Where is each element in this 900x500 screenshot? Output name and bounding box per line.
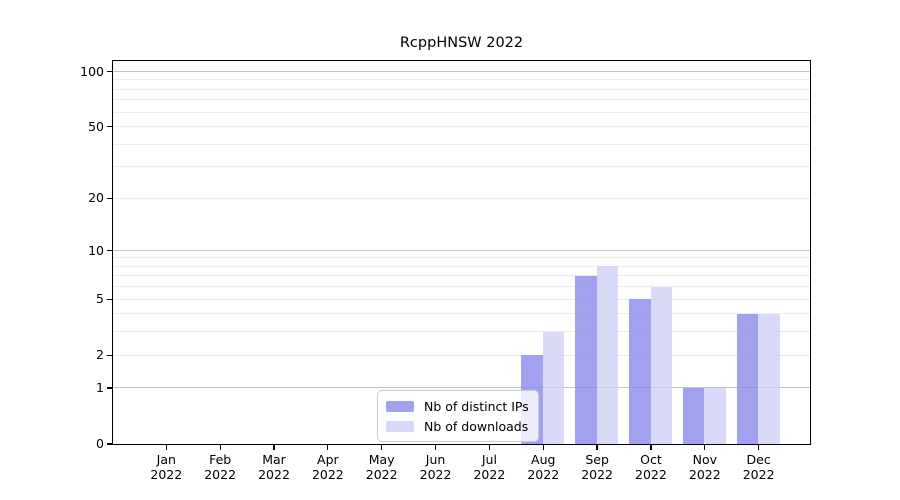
- x-tick-label: May 2022: [365, 452, 398, 482]
- legend-swatch-downloads: [386, 420, 414, 432]
- gridline-minor: [112, 197, 810, 199]
- x-tick-mark: [273, 445, 275, 451]
- y-tick-label: 50: [88, 118, 104, 134]
- y-tick-label: 2: [96, 347, 104, 363]
- x-tick-label: Sep 2022: [581, 452, 613, 482]
- x-tick-mark: [219, 445, 221, 451]
- x-tick-label: Nov 2022: [688, 452, 721, 482]
- x-tick-mark: [327, 445, 329, 451]
- gridline-minor: [112, 143, 810, 145]
- bar-downloads: [704, 387, 726, 444]
- y-tick-mark: [106, 71, 112, 73]
- y-tick-mark: [106, 126, 112, 128]
- x-tick-label: Apr 2022: [311, 452, 344, 482]
- gridline-minor: [112, 166, 810, 168]
- x-tick-label: Jan 2022: [150, 452, 183, 482]
- x-tick-label: Dec 2022: [742, 452, 775, 482]
- gridline-major: [112, 249, 810, 251]
- y-tick-label: 10: [88, 242, 104, 258]
- bar-downloads: [542, 331, 565, 444]
- x-tick-mark: [381, 445, 383, 451]
- y-tick-mark: [106, 298, 112, 301]
- y-tick-label: 100: [80, 63, 104, 79]
- y-tick-mark: [106, 354, 112, 357]
- gridline-minor: [112, 111, 810, 113]
- y-tick-label: 5: [96, 291, 104, 307]
- y-tick-label: 20: [88, 190, 104, 206]
- bar-downloads: [758, 313, 780, 444]
- x-tick-label: Jun 2022: [419, 452, 452, 482]
- x-tick-label: Aug 2022: [527, 452, 560, 482]
- gridline-minor: [112, 286, 810, 288]
- gridline-major: [112, 70, 810, 73]
- gridline-minor: [112, 313, 810, 315]
- bar-downloads: [650, 286, 673, 444]
- bar-distinct-ips: [682, 387, 705, 444]
- gridline-minor: [112, 298, 810, 300]
- x-tick-label: Feb 2022: [204, 452, 237, 482]
- bar-distinct-ips: [736, 313, 759, 444]
- chart-title: RcppHNSW 2022: [399, 35, 524, 51]
- y-tick-mark: [106, 197, 112, 200]
- bar-downloads: [596, 266, 619, 444]
- x-tick-label: Oct 2022: [635, 452, 667, 482]
- x-tick-label: Mar 2022: [258, 452, 290, 482]
- y-tick-label: 1: [96, 380, 104, 396]
- x-tick-mark: [165, 445, 167, 451]
- y-tick-mark: [106, 387, 112, 389]
- bar-distinct-ips: [575, 275, 597, 444]
- x-tick-mark: [596, 445, 598, 451]
- y-tick-mark: [106, 443, 112, 445]
- legend-item-downloads: Nb of downloads: [386, 416, 529, 436]
- gridline-minor: [112, 99, 810, 101]
- x-tick-mark: [434, 445, 437, 451]
- x-tick-mark: [488, 445, 491, 451]
- legend-label-downloads: Nb of downloads: [424, 418, 529, 434]
- gridline-minor: [112, 265, 810, 267]
- legend-swatch-distinct-ips: [386, 400, 414, 412]
- gridline-minor: [112, 331, 810, 333]
- gridline-minor: [112, 126, 810, 127]
- bar-distinct-ips: [629, 299, 651, 444]
- x-tick-label: Jul 2022: [473, 452, 506, 482]
- gridline-minor: [112, 275, 810, 277]
- gridline-minor: [112, 257, 810, 259]
- gridline-major: [112, 387, 810, 389]
- y-tick-label: 0: [96, 436, 104, 451]
- x-tick-mark: [542, 445, 544, 451]
- x-tick-mark: [650, 445, 652, 451]
- legend: Nb of distinct IPs Nb of downloads: [377, 390, 539, 442]
- legend-item-distinct-ips: Nb of distinct IPs: [386, 396, 529, 416]
- y-tick-mark: [106, 249, 112, 252]
- gridline-minor: [112, 354, 810, 356]
- plot-area: [111, 59, 811, 445]
- x-tick-mark: [758, 445, 760, 451]
- legend-label-distinct-ips: Nb of distinct IPs: [424, 398, 529, 414]
- gridline-minor: [112, 79, 810, 81]
- gridline-minor: [112, 88, 810, 90]
- x-tick-mark: [704, 445, 706, 451]
